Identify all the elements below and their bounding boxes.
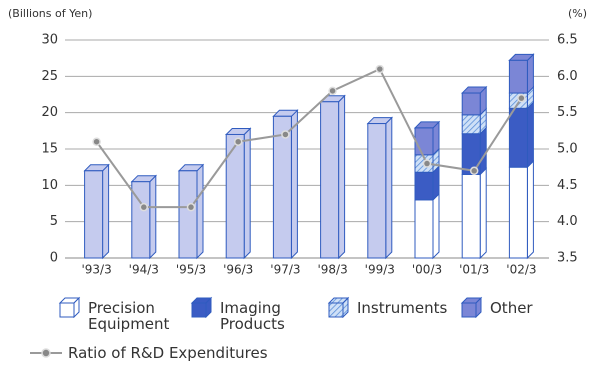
legend-label: Other — [490, 299, 533, 317]
legend-side — [205, 296, 212, 318]
bar — [84, 170, 104, 259]
legend-swatch — [461, 302, 477, 318]
legend-item: Imaging Products — [190, 296, 310, 332]
bar-side — [243, 127, 251, 260]
bar-side — [432, 192, 440, 260]
bar-side — [385, 116, 393, 260]
y2-tick-label: 6.0 — [557, 69, 578, 84]
x-tick-label: '99/3 — [365, 263, 395, 277]
bar — [272, 115, 292, 259]
legend-top — [460, 297, 483, 304]
bar-side — [149, 174, 157, 260]
bar-side — [479, 167, 487, 260]
bar — [178, 170, 198, 259]
line-marker — [375, 64, 385, 74]
y-tick-label: 25 — [41, 69, 58, 84]
legend-item: Precision Equipment — [58, 296, 198, 332]
legend-swatch — [191, 302, 207, 318]
y-tick-label: 5 — [50, 214, 58, 229]
y-tick-label: 10 — [41, 178, 58, 193]
x-tick-label: '94/3 — [129, 263, 159, 277]
bar — [508, 107, 528, 168]
bar-side — [479, 126, 487, 176]
y-tick-label: 30 — [41, 33, 58, 48]
legend-icon — [190, 296, 213, 318]
legend-top — [190, 297, 213, 304]
bar-side — [526, 159, 534, 260]
legend-label: Instruments — [357, 299, 448, 317]
legend-label: Ratio of R&D Expenditures — [68, 344, 268, 362]
y-tick-label: 15 — [41, 142, 58, 157]
legend-swatch — [328, 302, 344, 318]
bar — [131, 181, 151, 259]
legend-item: Instruments — [327, 296, 467, 318]
legend-top — [327, 297, 350, 304]
y2-tick-label: 3.5 — [557, 251, 578, 266]
line-marker — [422, 159, 432, 168]
legend-side — [73, 296, 80, 318]
legend-swatch — [59, 302, 75, 318]
line-marker — [517, 93, 526, 103]
x-tick-label: '95/3 — [176, 263, 206, 277]
y2-tick-label: 5.0 — [557, 142, 578, 157]
legend-icon — [460, 296, 483, 318]
line-marker — [328, 86, 337, 96]
legend-item: Ratio of R&D Expenditures — [28, 345, 268, 361]
bar-side — [338, 94, 346, 260]
line-marker — [469, 166, 479, 176]
line-marker — [139, 202, 149, 212]
x-tick-label: '01/3 — [459, 263, 489, 277]
legend-side — [475, 296, 482, 318]
legend-label: Precision Equipment — [88, 299, 170, 333]
bar — [461, 92, 481, 116]
bar — [225, 133, 245, 259]
bar — [508, 59, 528, 94]
bar — [461, 173, 481, 259]
y2-tick-label: 5.5 — [557, 105, 578, 120]
bar-side — [290, 109, 298, 260]
legend-side — [342, 296, 349, 318]
legend-label: Imaging Products — [220, 299, 285, 333]
y2-tick-label: 6.5 — [557, 33, 578, 48]
y-tick-label: 20 — [41, 105, 58, 120]
line-marker — [186, 202, 196, 212]
x-tick-label: '97/3 — [270, 263, 300, 277]
x-tick-label: '98/3 — [317, 263, 347, 277]
bar — [414, 171, 434, 201]
legend-item: Other — [460, 296, 570, 318]
bar — [320, 101, 340, 259]
legend-icon — [58, 296, 81, 318]
bar-side — [102, 163, 110, 260]
bar — [367, 123, 387, 259]
x-tick-label: '02/3 — [506, 263, 536, 277]
y2-tick-label: 4.0 — [557, 214, 578, 229]
line-marker — [92, 137, 101, 146]
line-marker — [233, 137, 243, 146]
x-tick-label: '00/3 — [412, 263, 442, 277]
chart: (Billions of Yen) (%) 0 5 10 15 20 25 30 3.5 4.0… — [8, 7, 587, 277]
legend-icon — [327, 296, 350, 318]
bar-side — [196, 163, 204, 260]
bar — [508, 166, 528, 259]
x-tick-label: '93/3 — [81, 263, 111, 277]
legend-icon — [30, 348, 62, 358]
x-tick-label: '96/3 — [223, 263, 253, 277]
bar-side — [526, 101, 534, 169]
y-axis-title: (Billions of Yen) — [8, 7, 92, 20]
line-marker — [281, 130, 290, 139]
bar — [414, 199, 434, 259]
y2-tick-label: 4.5 — [557, 178, 578, 193]
bar — [461, 114, 481, 135]
line — [95, 67, 523, 209]
legend-top — [58, 297, 81, 304]
y2-axis-title: (%) — [568, 7, 587, 20]
legend-marker — [41, 348, 51, 358]
y-tick-label: 0 — [50, 251, 58, 266]
bar — [414, 127, 434, 156]
